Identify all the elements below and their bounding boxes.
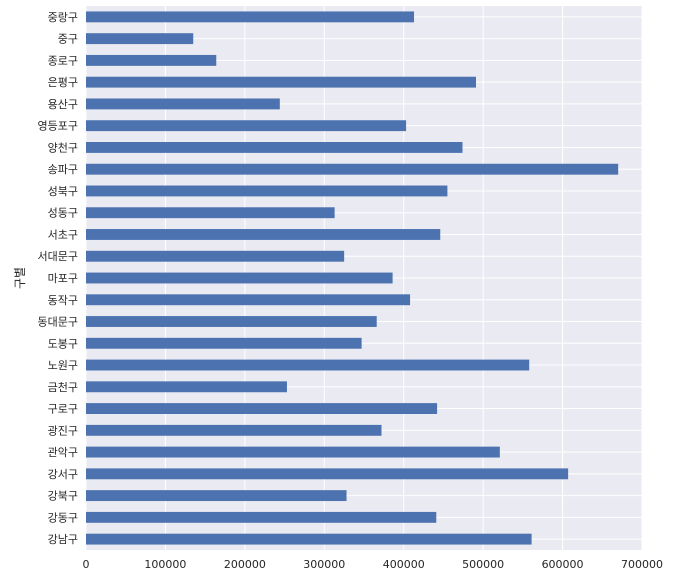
bar-광진구	[86, 424, 382, 436]
y-tick-label: 종로구	[48, 54, 78, 67]
bar-강동구	[86, 511, 437, 523]
y-tick-label: 서초구	[48, 228, 78, 241]
bar-강북구	[86, 490, 347, 502]
bar-노원구	[86, 359, 530, 371]
x-tick-label: 700000	[621, 558, 663, 571]
y-tick-label: 노원구	[48, 359, 78, 372]
y-tick-label: 강동구	[48, 511, 78, 524]
y-tick-label: 성동구	[48, 207, 78, 220]
bar-동대문구	[86, 316, 377, 327]
bar-용산구	[86, 98, 280, 110]
y-tick-label: 용산구	[48, 98, 78, 111]
y-tick-label: 중구	[58, 33, 78, 46]
x-tick-label: 400000	[383, 558, 425, 571]
y-tick-label: 은평구	[48, 76, 78, 89]
bar-송파구	[86, 163, 619, 175]
bar-종로구	[86, 54, 217, 66]
x-tick-label: 600000	[542, 558, 584, 571]
y-axis-label: 구별	[13, 267, 27, 289]
y-tick-label: 도봉구	[48, 337, 78, 350]
y-tick-label: 강남구	[48, 533, 78, 546]
y-tick-label: 영등포구	[38, 120, 78, 133]
y-tick-label: 서대문구	[38, 250, 78, 263]
bar-중구	[86, 33, 194, 45]
y-tick-label: 중랑구	[48, 11, 78, 24]
bar-중랑구	[86, 11, 415, 23]
y-tick-label: 성북구	[48, 185, 78, 198]
bar-동작구	[86, 294, 411, 306]
y-tick-label: 양천구	[48, 140, 78, 154]
bar-성동구	[86, 207, 335, 219]
y-tick-label: 동작구	[48, 294, 78, 307]
bars	[86, 11, 619, 545]
bar-마포구	[86, 272, 393, 284]
bar-양천구	[86, 142, 463, 153]
y-tick-label: 강서구	[48, 468, 78, 481]
bar-도봉구	[86, 337, 362, 349]
y-tick-label: 관악구	[48, 446, 78, 459]
bar-강남구	[86, 533, 532, 545]
x-tick-label: 200000	[224, 558, 266, 571]
y-tick-label: 구로구	[48, 403, 78, 416]
bar-서대문구	[86, 250, 345, 262]
bar-금천구	[86, 381, 287, 393]
y-tick-label: 송파구	[48, 163, 78, 176]
x-tick-label: 0	[83, 558, 90, 571]
y-tick-label: 강북구	[48, 490, 78, 503]
x-tick-labels: 0 100000 200000 300000 400000 500000 600000 700…	[83, 558, 664, 571]
y-tick-label: 마포구	[48, 272, 78, 285]
y-tick-label: 동대문구	[38, 316, 78, 329]
y-tick-label: 광진구	[48, 424, 78, 437]
x-tick-label: 500000	[462, 558, 504, 571]
x-tick-label: 100000	[144, 558, 186, 571]
bar-성북구	[86, 185, 448, 197]
bar-영등포구	[86, 120, 407, 132]
y-tick-label: 금천구	[48, 380, 78, 394]
bar-서초구	[86, 229, 441, 240]
bar-은평구	[86, 76, 476, 88]
x-tick-label: 300000	[303, 558, 345, 571]
y-tick-labels: 강남구 강동구 강북구 강서구 관악구 광진구 구로구 금천구 노원구 도봉구 동대문구 동작구 마포구…	[38, 11, 78, 546]
bar-구로구	[86, 403, 438, 414]
bar-강서구	[86, 468, 569, 480]
bar-관악구	[86, 446, 500, 458]
